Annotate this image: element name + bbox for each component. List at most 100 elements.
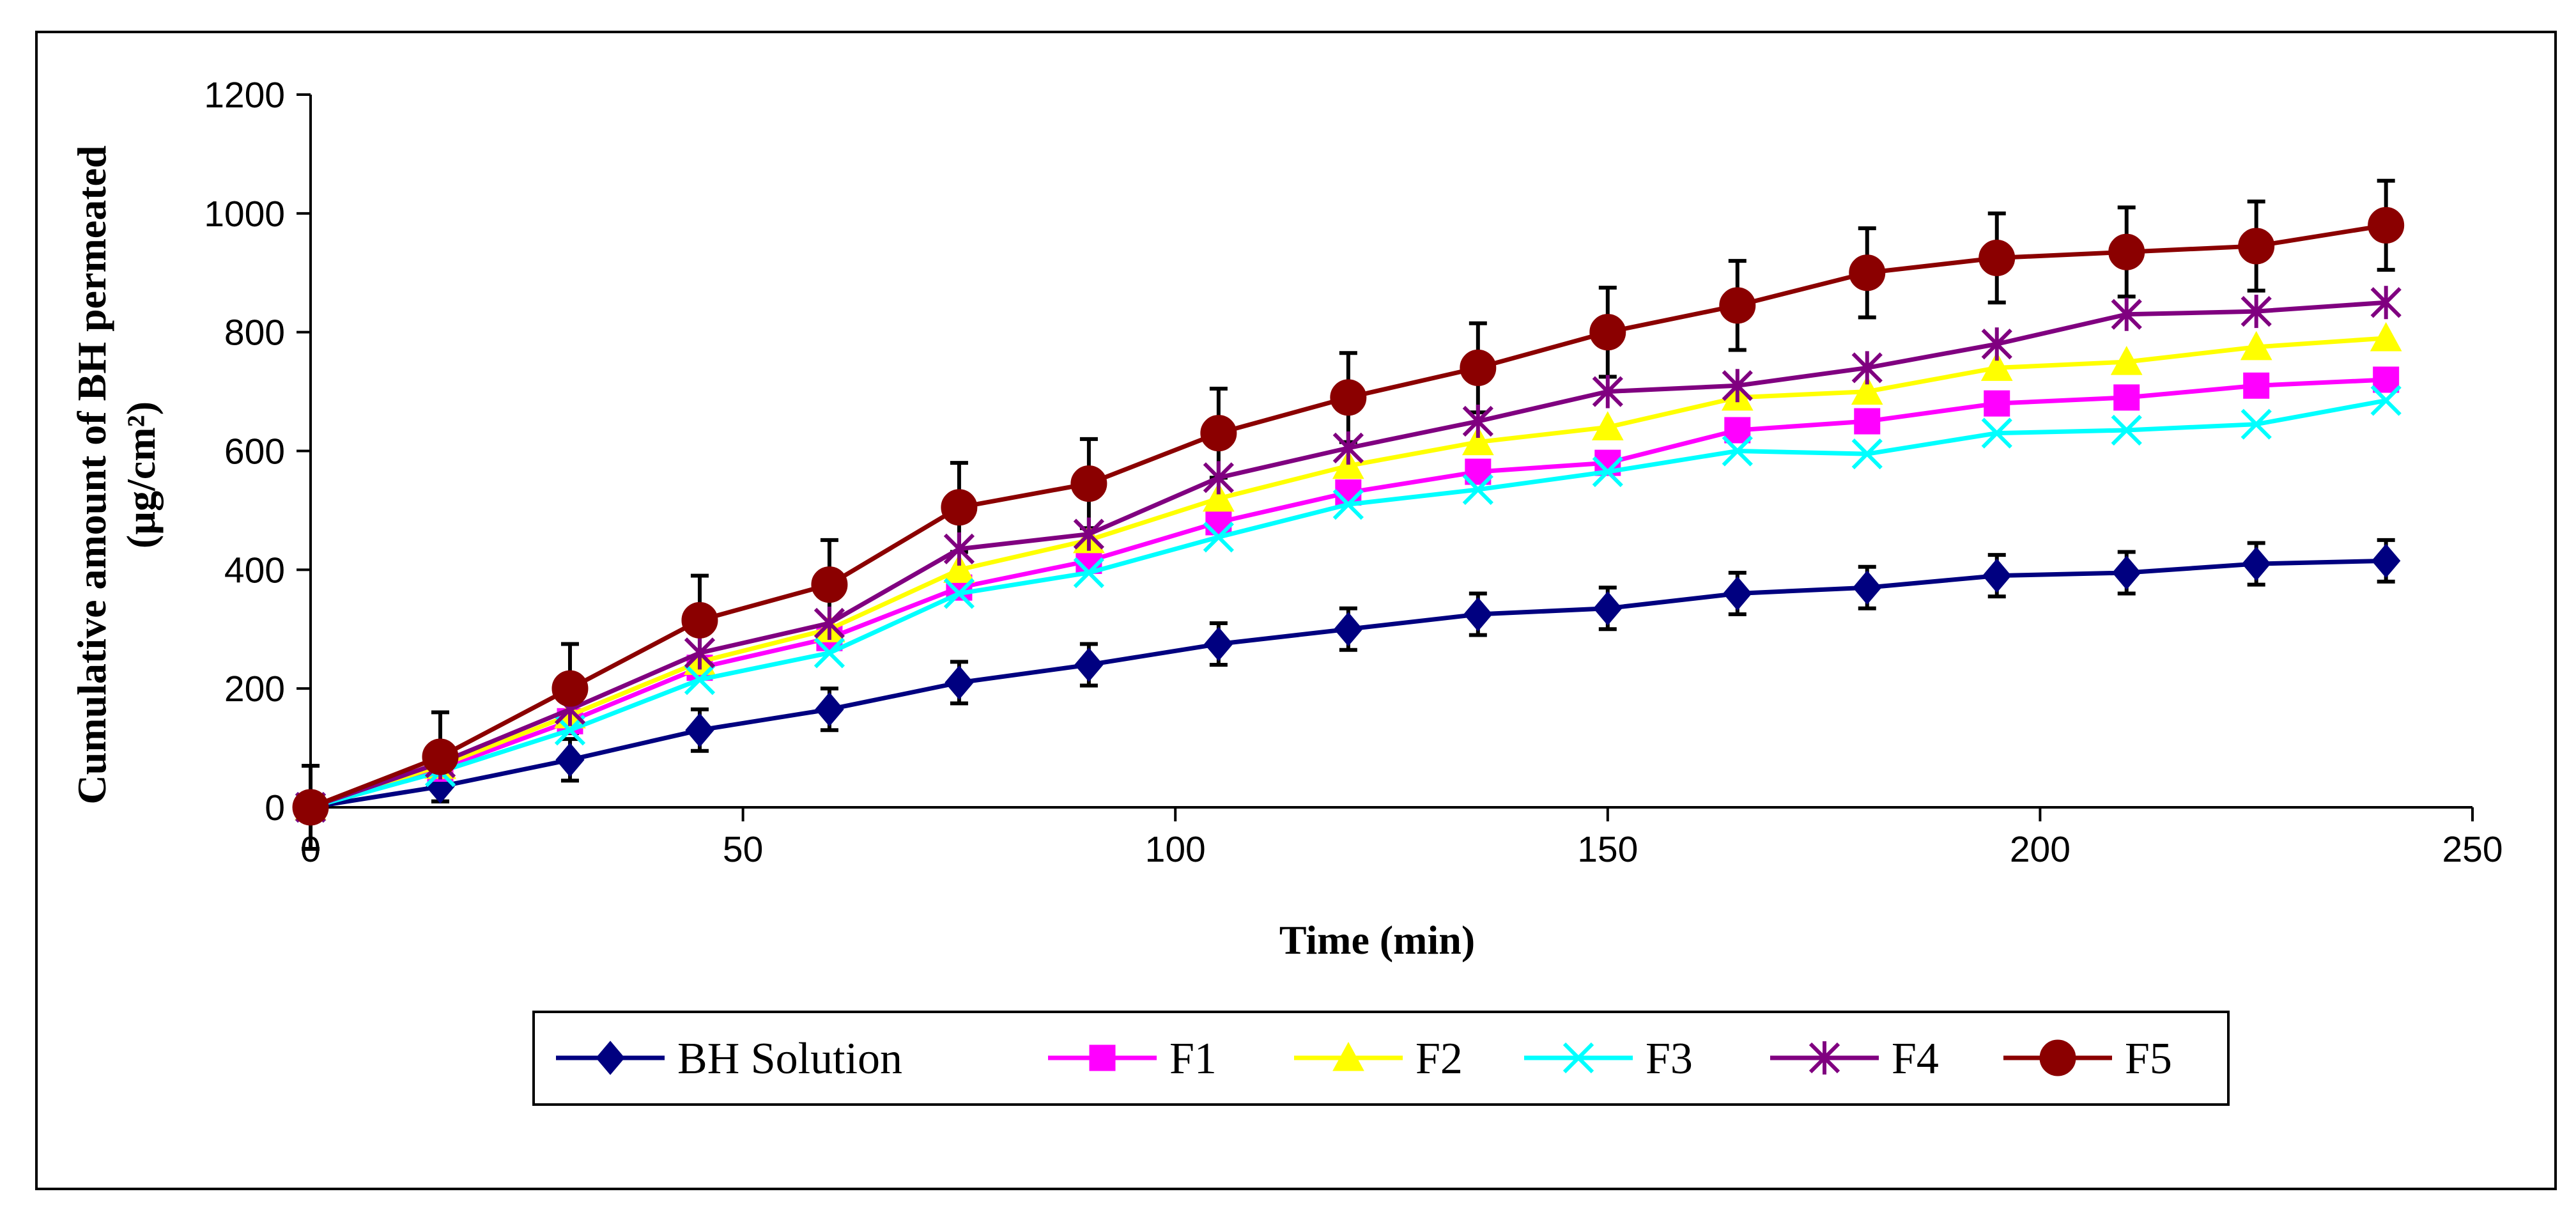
legend-label: BH Solution [677,1034,902,1083]
marker-star [1722,369,1753,403]
legend-item-f3: F3 [1524,1034,1693,1083]
marker-x [1462,474,1493,506]
marker-star [1073,517,1105,551]
y-tick-label: 400 [224,550,285,591]
marker-square [1724,417,1751,444]
marker-diamond [1204,626,1233,662]
marker-square [1335,479,1362,506]
marker-x [1562,1042,1594,1074]
marker-x-stroke [1981,417,2012,449]
marker-triangle [2110,346,2143,375]
marker-star [814,606,845,640]
x-tick-label: 200 [2010,829,2071,870]
marker-circle [1719,287,1756,324]
marker-circle [292,789,329,826]
y-tick-label: 1000 [204,194,285,235]
marker-star [1462,405,1493,438]
y-tick-label: 600 [224,431,285,472]
y-tick-label: 0 [265,788,285,828]
marker-diamond [945,665,974,700]
marker-x [2370,385,2402,416]
marker-x-stroke [2241,408,2272,440]
marker-circle [1070,465,1107,502]
marker-x [1851,438,1883,470]
legend-item-f1: F1 [1048,1034,1217,1083]
marker-circle [1460,349,1497,386]
marker-x [814,637,845,669]
marker-x [1203,522,1234,553]
marker-triangle [1203,482,1235,512]
marker-x-stroke [1592,456,1623,488]
marker-triangle [943,554,975,583]
marker-x-stroke [1462,474,1493,506]
marker-diamond [1982,558,2012,593]
legend-item-bh-solution: BH Solution [556,1034,902,1083]
marker-circle [941,489,978,526]
marker-triangle [1591,411,1624,440]
marker-square [2113,384,2140,411]
marker-x-stroke [684,664,716,695]
legend-label: F3 [1646,1034,1693,1083]
x-axis-title: Time (min) [1279,917,1475,963]
marker-x [943,578,975,609]
marker-circle [681,601,718,639]
legend-item-f2: F2 [1294,1034,1463,1083]
marker-square [1984,390,2010,417]
marker-circle [1330,379,1367,416]
marker-star [1592,375,1623,408]
marker-diamond [2112,555,2141,590]
marker-star [2370,286,2402,320]
marker-diamond [555,742,585,777]
marker-star [1809,1041,1840,1075]
marker-diamond [1593,591,1623,626]
marker-triangle [1851,375,1883,405]
marker-triangle [2370,322,2402,352]
legend-label: F5 [2125,1034,2172,1083]
x-tick-label: 150 [1577,829,1638,870]
marker-x-stroke [1332,489,1364,520]
marker-circle [2108,233,2145,270]
marker-square [2373,366,2400,393]
marker-x-stroke [1851,438,1883,470]
marker-circle [1200,415,1237,452]
marker-diamond [2372,543,2401,578]
marker-triangle [1332,1041,1364,1071]
marker-circle [1849,254,1886,291]
marker-square [1854,408,1881,435]
marker-diamond [1463,597,1493,632]
y-tick-label: 1200 [204,75,285,116]
marker-star [1332,431,1364,465]
marker-star [1981,327,2012,361]
marker-x-stroke [1203,522,1234,553]
legend-label: F1 [1169,1034,1217,1083]
marker-x-stroke [1073,557,1105,589]
marker-circle [811,566,848,603]
marker-triangle [1462,426,1494,456]
marker-circle [2238,228,2275,265]
marker-x-stroke [2370,385,2402,416]
marker-star [2241,295,2272,329]
marker-x [1981,417,2012,449]
y-tick-label: 200 [224,669,285,710]
y-axis-title-line1: Cumulative amount of BH permeated [69,145,114,804]
marker-x-stroke [2111,414,2142,446]
marker-diamond [596,1041,625,1075]
marker-circle [2039,1039,2076,1076]
marker-square [1205,509,1232,536]
legend-label: F2 [1415,1034,1463,1083]
x-tick-label: 50 [723,829,763,870]
marker-diamond [1334,612,1363,647]
marker-x-stroke [943,578,975,609]
marker-x [1722,435,1753,467]
marker-x-stroke [1562,1042,1594,1074]
marker-circle [422,738,459,775]
marker-star [684,636,716,670]
marker-x [1592,456,1623,488]
legend-label: F4 [1892,1034,1939,1083]
marker-diamond [685,713,714,747]
marker-star [2111,297,2142,331]
marker-circle [551,670,589,707]
marker-star [1851,351,1883,385]
chart-border [35,31,2557,1190]
